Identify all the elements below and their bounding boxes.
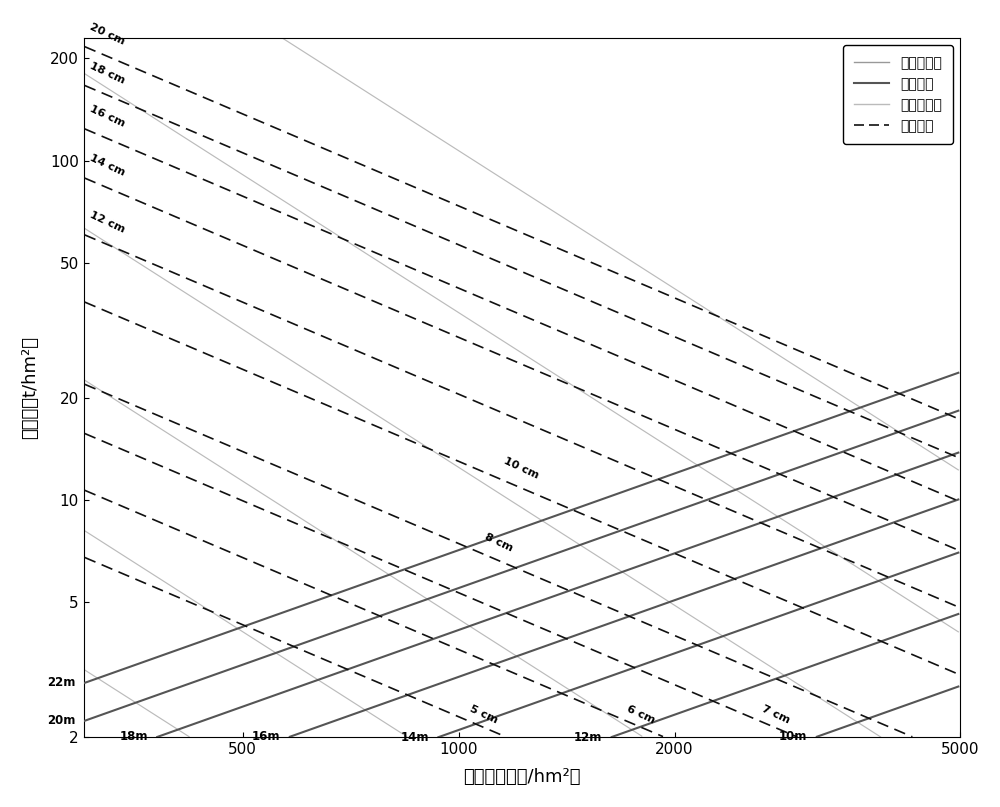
Text: 16m: 16m [252, 730, 280, 743]
Legend: 等疏密度线, 等树高线, 自然稀疏线, 等直径线: 等疏密度线, 等树高线, 自然稀疏线, 等直径线 [843, 45, 953, 144]
Text: 20 cm: 20 cm [88, 22, 126, 47]
Text: 12 cm: 12 cm [88, 210, 126, 235]
Y-axis label: 生物量（t/hm²）: 生物量（t/hm²） [21, 336, 39, 439]
Text: 18m: 18m [119, 730, 148, 743]
Text: 10 cm: 10 cm [502, 456, 541, 481]
Text: 12m: 12m [574, 730, 602, 743]
X-axis label: 林分密度（株/hm²）: 林分密度（株/hm²） [463, 768, 581, 786]
Text: 20m: 20m [47, 714, 75, 727]
Text: 14 cm: 14 cm [88, 153, 126, 178]
Text: 22m: 22m [47, 676, 75, 689]
Text: 18 cm: 18 cm [88, 61, 126, 86]
Text: 10m: 10m [779, 730, 807, 743]
Text: 7 cm: 7 cm [760, 704, 791, 725]
Text: 5 cm: 5 cm [468, 704, 499, 725]
Text: 16 cm: 16 cm [88, 104, 126, 129]
Text: 14m: 14m [400, 730, 429, 744]
Text: 6 cm: 6 cm [625, 704, 657, 725]
Text: 8 cm: 8 cm [483, 532, 514, 554]
